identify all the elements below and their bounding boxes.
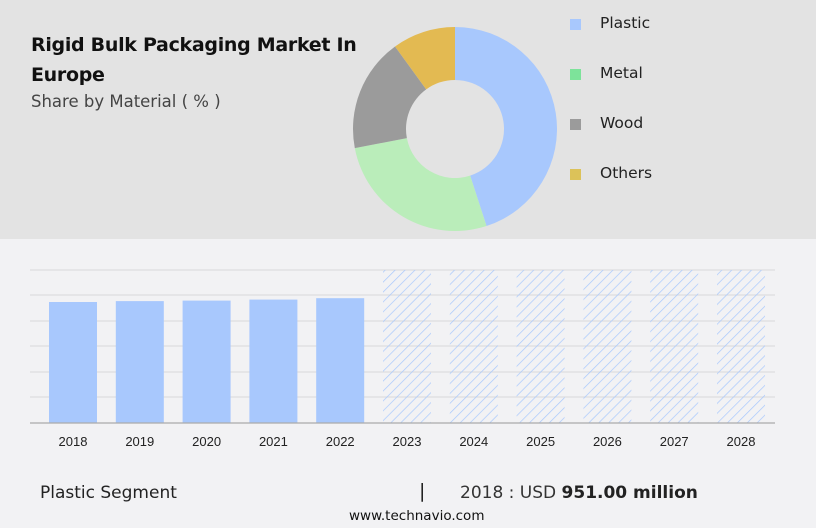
legend-item-metal: Metal [570, 64, 770, 84]
x-tick-label: 2019 [125, 434, 154, 449]
legend-label: Plastic [600, 14, 651, 32]
x-tick-label: 2026 [593, 434, 622, 449]
bar-2022 [316, 298, 365, 423]
forecast-bar-2027 [650, 270, 699, 423]
bar-2018 [49, 302, 97, 423]
source-url: www.technavio.com [349, 508, 485, 524]
x-tick-label: 2025 [526, 434, 555, 449]
value-amount: 951.00 million [561, 483, 698, 503]
forecast-bar-2025 [516, 270, 565, 423]
forecast-bar-2023 [383, 270, 431, 423]
donut-slice-others [395, 27, 455, 90]
legend-swatch-icon [570, 69, 581, 80]
donut-slice-wood [352, 46, 427, 149]
legend-item-others: Others [570, 164, 770, 184]
chart-title: Rigid Bulk Packaging Market In Europe [31, 34, 357, 86]
bar-chart: 2018 2019 2020 2021 2022 2023 2024 2025 2026 2027… [30, 269, 775, 449]
legend-label: Others [600, 164, 653, 182]
x-tick-label: 2018 [59, 434, 88, 449]
legend-swatch-icon [570, 169, 581, 180]
legend-item-wood: Wood [570, 114, 770, 134]
summary-panel: Rigid Bulk Packaging Market In Europe Sh… [0, 0, 816, 239]
donut-chart [352, 27, 558, 232]
chart-subtitle: Share by Material ( % ) [31, 92, 221, 111]
segment-label: Plastic Segment [40, 483, 177, 503]
x-tick-label: 2024 [459, 434, 488, 449]
legend-swatch-icon [570, 19, 581, 30]
x-tick-label: 2020 [192, 434, 221, 449]
x-tick-label: 2022 [326, 434, 355, 449]
footer-separator: | [419, 480, 426, 502]
donut-slice-plastic [455, 27, 558, 227]
forecast-bar-2026 [583, 270, 632, 423]
legend-swatch-icon [570, 119, 581, 130]
segment-value: 2018 : USD 951.00 million [460, 483, 698, 503]
legend-label: Metal [600, 64, 643, 82]
forecast-bar-2024 [449, 270, 498, 423]
donut-slice-metal [354, 138, 487, 232]
forecast-bar-2028 [717, 270, 765, 423]
x-tick-label: 2023 [393, 434, 422, 449]
value-prefix: 2018 : USD [460, 483, 557, 503]
legend-item-plastic: Plastic [570, 14, 770, 34]
x-tick-label: 2027 [660, 434, 689, 449]
legend-label: Wood [600, 114, 644, 132]
x-tick-label: 2021 [259, 434, 288, 449]
bar-2020 [182, 300, 231, 423]
x-tick-label: 2028 [727, 434, 756, 449]
bar-2021 [249, 299, 298, 423]
bar-2019 [115, 301, 164, 423]
